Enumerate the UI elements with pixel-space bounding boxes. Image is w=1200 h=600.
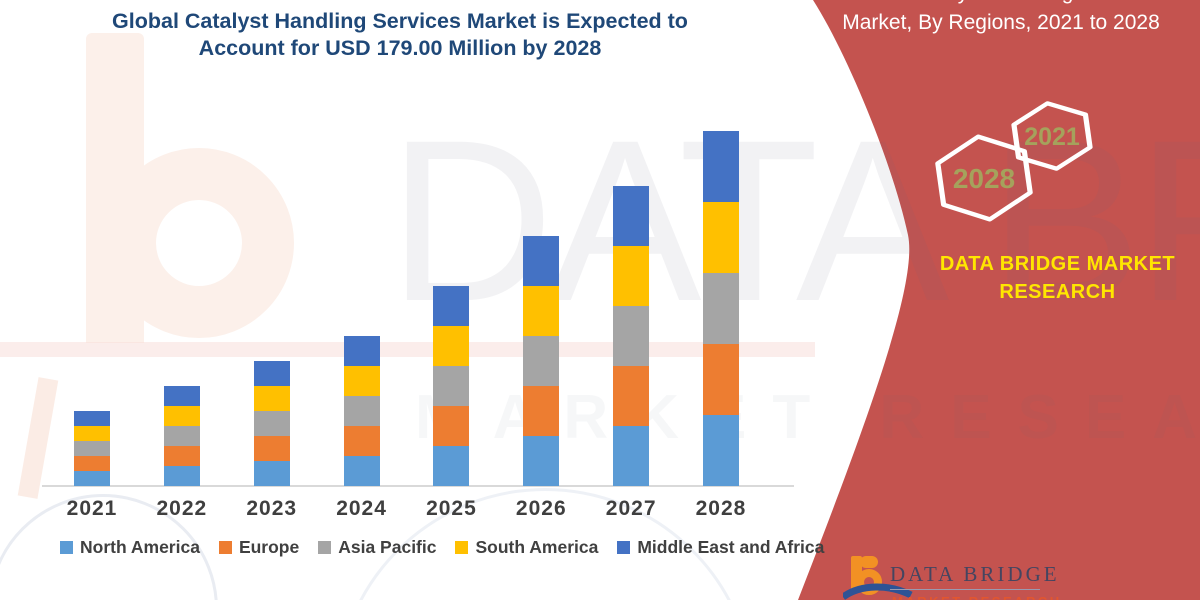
- chart-title: Global Catalyst Handling Services Market…: [50, 8, 750, 62]
- logo-divider: [890, 589, 1040, 590]
- stacked-bar-2022: [163, 386, 200, 486]
- stacked-bar-2021: [74, 411, 110, 486]
- stacked-bar-2028: [702, 131, 739, 486]
- bar-segment-europe: [253, 436, 290, 461]
- bar-segment-asia-pacific: [523, 336, 560, 386]
- brand-line2: RESEARCH: [999, 281, 1116, 303]
- legend-swatch-icon: [455, 541, 469, 554]
- bar-segment-asia-pacific: [433, 366, 470, 406]
- bar-segment-south-america: [523, 286, 560, 336]
- brand-wordmark: DATA BRIDGE MARKET RESEARCH: [920, 250, 1195, 306]
- bar-segment-middle-east-and-africa: [523, 236, 560, 286]
- bar-segment-europe: [343, 426, 380, 456]
- bar-segment-north-america: [702, 415, 739, 486]
- bar-segment-europe: [433, 406, 470, 446]
- bar-segment-north-america: [74, 471, 110, 486]
- bar-segment-middle-east-and-africa: [163, 386, 200, 406]
- bar-segment-middle-east-and-africa: [253, 361, 290, 386]
- bar-segment-europe: [523, 386, 560, 436]
- bar-segment-south-america: [163, 406, 200, 426]
- stacked-bar-2023: [253, 361, 290, 486]
- stacked-bar-2024: [343, 336, 380, 486]
- logo-subtitle-text-partial: MARKET RESEARCH: [892, 594, 1062, 600]
- bar-segment-north-america: [343, 456, 380, 486]
- x-axis-label-2024: 2024: [336, 497, 387, 520]
- legend-swatch-icon: [617, 541, 631, 554]
- x-axis-label-2021: 2021: [66, 497, 118, 520]
- hexagon-front-year-label: 2021: [1024, 123, 1080, 151]
- x-axis-label-2025: 2025: [426, 497, 477, 520]
- bar-segment-asia-pacific: [613, 306, 650, 366]
- stacked-bar-2026: [523, 236, 560, 486]
- bar-segment-europe: [74, 456, 110, 471]
- bar-segment-north-america: [433, 446, 470, 486]
- bar-segment-south-america: [343, 366, 380, 396]
- legend-item-middle-east-and-africa: Middle East and Africa: [617, 537, 824, 558]
- bar-segment-middle-east-and-africa: [74, 411, 110, 426]
- bar-segment-south-america: [613, 246, 650, 306]
- legend-item-north-america: North America: [60, 537, 200, 558]
- legend-swatch-icon: [60, 541, 73, 554]
- x-axis-label-2027: 2027: [605, 497, 657, 520]
- bar-segment-asia-pacific: [702, 273, 739, 344]
- hexagon-back-year-label: 2028: [953, 163, 1015, 194]
- legend-label: South America: [475, 537, 599, 557]
- panel-heading: Global Catalyst Handling Services Market…: [820, 0, 1182, 38]
- decor-pink-stripe: [0, 342, 815, 357]
- legend-label: Middle East and Africa: [637, 537, 825, 557]
- dbmr-logo-icon: [843, 556, 913, 600]
- x-axis-label-2028: 2028: [695, 497, 747, 520]
- chart-title-line2: Account for USD 179.00 Million by 2028: [198, 36, 602, 60]
- bar-segment-europe: [163, 446, 200, 466]
- legend-label: North America: [80, 537, 200, 557]
- bar-segment-asia-pacific: [163, 426, 200, 446]
- bar-segment-europe: [613, 366, 650, 426]
- bar-segment-south-america: [74, 426, 110, 441]
- bar-segment-middle-east-and-africa: [343, 336, 380, 366]
- bar-segment-asia-pacific: [253, 411, 290, 436]
- bar-segment-middle-east-and-africa: [433, 286, 470, 326]
- bar-segment-north-america: [163, 466, 200, 486]
- logo-name-text: DATA BRIDGE: [890, 562, 1060, 586]
- stacked-bar-2027: [613, 186, 650, 486]
- bar-segment-middle-east-and-africa: [702, 131, 739, 202]
- bar-segment-south-america: [253, 386, 290, 411]
- bar-segment-middle-east-and-africa: [613, 186, 650, 246]
- legend-label: Asia Pacific: [338, 537, 437, 557]
- x-axis-label-2022: 2022: [156, 497, 208, 520]
- bar-segment-south-america: [433, 326, 470, 366]
- brand-line1: DATA BRIDGE MARKET: [939, 253, 1176, 275]
- x-axis-label-2026: 2026: [515, 497, 567, 520]
- legend-swatch-icon: [318, 541, 332, 554]
- hexagon-2028-icon: [935, 134, 1033, 222]
- bar-segment-europe: [702, 344, 739, 415]
- chart-title-line1: Global Catalyst Handling Services Market…: [112, 9, 688, 33]
- x-axis-label-2023: 2023: [246, 497, 298, 520]
- chart-legend: North America Europe Asia Pacific South Ame…: [60, 537, 824, 558]
- bar-segment-asia-pacific: [343, 396, 380, 426]
- legend-label: Europe: [238, 537, 300, 557]
- hexagon-2021-icon: [1011, 101, 1093, 171]
- x-axis-line: [42, 485, 794, 487]
- panel-heading-line1-partial: Global Catalyst Handling Services: [820, 0, 1182, 8]
- bar-segment-north-america: [613, 426, 650, 486]
- bar-segment-asia-pacific: [74, 441, 110, 456]
- stacked-bar-2025: [433, 286, 470, 486]
- legend-item-asia-pacific: Asia Pacific: [318, 537, 436, 558]
- legend-item-south-america: South America: [455, 537, 598, 558]
- hexagon-years-graphic: 2028 2021: [935, 101, 1093, 222]
- bar-segment-north-america: [253, 461, 290, 486]
- panel-heading-line2: Market, By Regions, 2021 to 2028: [842, 11, 1160, 34]
- bar-segment-south-america: [702, 202, 739, 273]
- red-band-shape: [798, 0, 1200, 600]
- bar-segment-north-america: [523, 436, 560, 486]
- legend-swatch-icon: [218, 541, 232, 554]
- legend-item-europe: Europe: [218, 537, 300, 558]
